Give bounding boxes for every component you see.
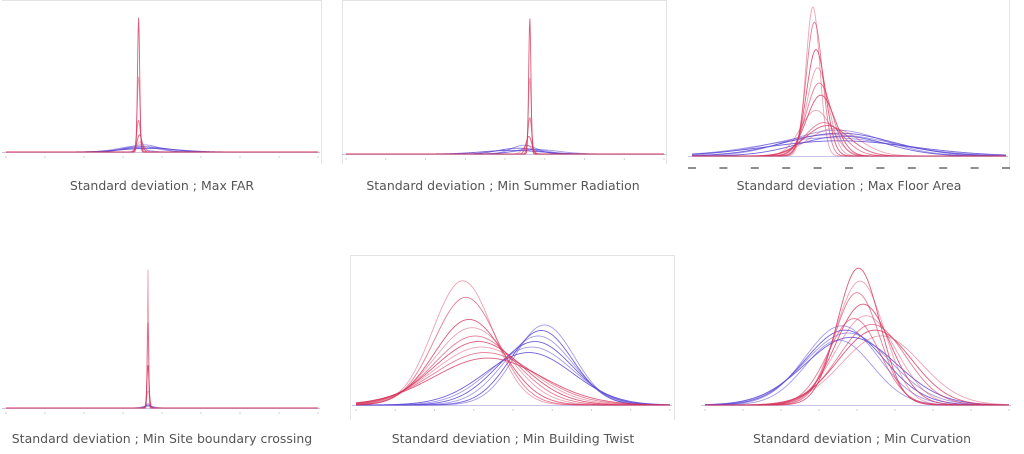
density-curve-red	[692, 82, 1006, 157]
chart-caption: Standard deviation ; Max Floor Area	[736, 178, 962, 193]
density-curve-red	[6, 364, 318, 409]
density-curve-red	[6, 119, 318, 153]
density-curve-blue	[691, 137, 1007, 156]
chart-panel-max-floor-area	[688, 0, 1010, 170]
density-curve-red	[6, 390, 318, 409]
density-curve-red	[355, 280, 670, 406]
density-curve-red	[355, 346, 670, 406]
density-curve-blue	[704, 329, 1009, 406]
density-curve-blue	[704, 336, 1009, 406]
density-curve-red	[705, 335, 1010, 406]
density-curve-red	[692, 49, 1006, 157]
density-curve-red	[692, 128, 1006, 157]
chart-caption: Standard deviation ; Min Curvation	[752, 431, 972, 446]
density-curve-red	[705, 267, 1009, 406]
chart-plot	[701, 267, 1011, 411]
density-curve-blue	[356, 324, 670, 406]
chart-caption: Standard deviation ; Max FAR	[69, 178, 255, 193]
density-curve-red	[705, 329, 1009, 406]
density-curve-red	[705, 315, 1009, 406]
chart-plot	[2, 269, 320, 414]
density-curve-red	[355, 352, 670, 406]
density-curve-red	[355, 357, 670, 406]
chart-panel-min-curvation	[697, 255, 1017, 420]
density-curve-blue	[704, 332, 1009, 406]
density-curve-blue	[356, 341, 671, 406]
density-curve-red	[346, 77, 664, 155]
density-curve-red	[6, 141, 318, 153]
density-curve-red	[705, 280, 1009, 406]
density-curve-blue	[6, 403, 318, 409]
density-curve-blue	[691, 140, 1007, 156]
density-curve-red	[6, 17, 318, 153]
density-curve-blue	[691, 132, 1006, 157]
density-curve-red	[6, 76, 318, 153]
density-curve-red	[705, 323, 1009, 406]
chart-plot	[350, 255, 675, 420]
density-curve-red	[346, 18, 664, 155]
density-curve-red	[346, 136, 664, 155]
density-curve-blue	[356, 352, 671, 406]
chart-panel-min-site-boundary-crossing	[2, 258, 322, 420]
density-curve-red	[6, 134, 318, 153]
chart-panel-max-far	[2, 0, 322, 164]
density-curve-red	[692, 21, 1006, 157]
chart-plot	[2, 0, 322, 164]
chart-caption: Standard deviation ; Min Summer Radiatio…	[366, 178, 640, 193]
chart-caption: Standard deviation ; Min Building Twist	[391, 431, 635, 446]
chart-panel-min-summer-radiation	[342, 0, 667, 164]
density-curve-red	[705, 318, 1009, 406]
density-curve-red	[692, 94, 1006, 157]
chart-plot	[688, 0, 1010, 170]
density-curve-blue	[356, 330, 670, 406]
density-curve-red	[6, 269, 318, 409]
chart-caption: Standard deviation ; Min Site boundary c…	[11, 431, 313, 446]
density-curve-blue	[692, 135, 1006, 157]
density-curve-red	[355, 341, 671, 406]
chart-plot	[342, 0, 667, 164]
density-curve-red	[346, 117, 664, 155]
density-curve-red	[692, 125, 1006, 157]
chart-panel-min-building-twist	[350, 255, 675, 420]
density-curve-red	[6, 322, 318, 409]
density-curve-red	[346, 144, 664, 155]
density-curve-blue	[705, 339, 1009, 406]
